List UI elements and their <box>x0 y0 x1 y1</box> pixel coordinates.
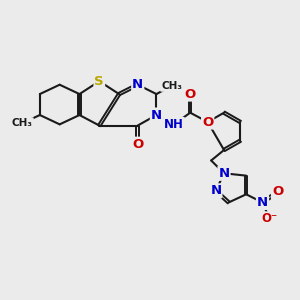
Text: N: N <box>257 196 268 209</box>
Text: O: O <box>132 138 143 151</box>
Text: CH₃: CH₃ <box>161 81 182 91</box>
Text: O: O <box>184 88 196 100</box>
Text: N: N <box>210 184 221 197</box>
Text: O: O <box>202 116 213 128</box>
Text: NH: NH <box>164 118 184 131</box>
Text: N: N <box>132 78 143 91</box>
Text: N: N <box>218 167 230 180</box>
Text: O: O <box>272 185 283 199</box>
Text: S: S <box>94 75 104 88</box>
Text: CH₃: CH₃ <box>12 118 33 128</box>
Text: N: N <box>151 109 162 122</box>
Text: O⁻: O⁻ <box>261 212 278 225</box>
